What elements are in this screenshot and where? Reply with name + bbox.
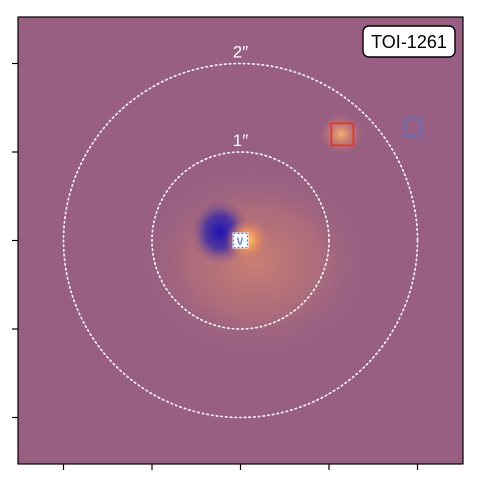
ring-label: 1″ xyxy=(233,131,248,150)
psf-halo xyxy=(135,162,375,362)
source-marker-3-circle xyxy=(404,118,422,136)
source-markers xyxy=(232,116,423,249)
source-marker-2 xyxy=(330,122,355,147)
target-label-frame xyxy=(362,25,456,58)
source-marker-3 xyxy=(403,116,423,138)
target-overlay-glyph xyxy=(236,237,244,245)
source-marker-target xyxy=(232,232,249,249)
heatmap-image xyxy=(18,17,463,464)
target-overlay-square xyxy=(232,232,249,249)
ring-label: 2″ xyxy=(233,43,248,62)
neighbor-glow xyxy=(317,112,365,156)
axis-ticks xyxy=(12,62,419,470)
separation-rings: 1″ 2″ xyxy=(62,43,419,419)
target-label: TOI-1261 xyxy=(371,32,447,52)
ring-1arcsec xyxy=(151,151,330,330)
ring-2arcsec xyxy=(62,62,419,419)
target-label-box: TOI-1261 xyxy=(362,25,456,58)
